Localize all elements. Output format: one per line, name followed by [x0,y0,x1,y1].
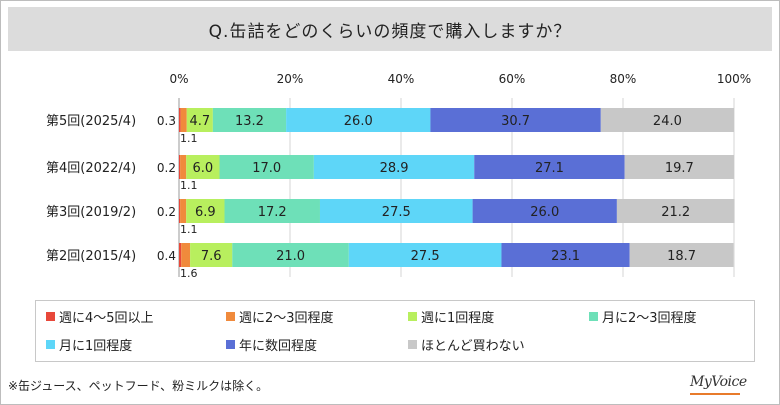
legend-item: ほとんど買わない [408,335,525,354]
value-label: 27.5 [382,205,411,220]
value-label: 1.1 [180,132,198,145]
value-label: 26.0 [344,114,373,129]
bar-segment [180,108,187,132]
bar-segment [629,243,734,267]
value-label: 19.7 [665,161,694,176]
legend-label: ほとんど買わない [421,339,525,354]
bar-segment [472,199,617,223]
title-bar: Q.缶詰をどのくらいの頻度で購入しますか？ [8,7,772,51]
bar-segment [624,155,734,179]
legend-label: 月に2～3回程度 [602,311,697,326]
category-label: 第4回(2022/4) [46,161,136,176]
chart-title: Q.缶詰をどのくらいの頻度で購入しますか？ [208,21,572,42]
bar-segment [430,108,601,132]
category-label: 第5回(2025/4) [46,114,136,129]
legend-label: 週に2～3回程度 [239,311,334,326]
value-label: 0.2 [157,205,176,219]
bar-segment [600,108,734,132]
value-label: 0.3 [157,114,176,128]
value-label: 1.1 [180,179,198,192]
bar-segment [181,243,191,267]
value-label: 24.0 [653,114,682,129]
value-label: 6.9 [195,205,216,220]
bar-segment [224,199,320,223]
legend-item: 週に1回程度 [408,307,494,326]
bar-segment [179,155,181,179]
bar-segment [186,108,213,132]
value-label: 27.1 [535,161,564,176]
bar-segment [179,199,181,223]
x-tick-label: 40% [388,72,415,86]
bar-segment [180,199,187,223]
bar-segment [313,155,475,179]
legend-swatch [46,340,55,349]
x-tick-label: 80% [610,72,637,86]
category-label: 第3回(2019/2) [46,205,136,220]
bar-segment [212,108,287,132]
value-label: 17.0 [252,161,281,176]
value-label: 6.0 [193,161,214,176]
bar-segment [348,243,502,267]
bar-segment [179,108,181,132]
value-label: 13.2 [235,114,264,129]
bar-segment [180,155,187,179]
legend-swatch [408,340,417,349]
bar-segment [179,243,182,267]
legend-swatch [226,340,235,349]
value-label: 18.7 [667,249,696,264]
footnote: ※缶ジュース、ペットフード、粉ミルクは除く。 [8,379,269,393]
bar-segment [474,155,625,179]
category-label: 第2回(2015/4) [46,249,136,264]
legend-item: 月に2～3回程度 [589,307,697,326]
x-tick-label: 0% [169,72,188,86]
legend-label: 週に1回程度 [421,311,495,326]
brand-underline [690,393,740,395]
legend-swatch [589,312,598,321]
x-tick-label: 20% [277,72,304,86]
legend-swatch [226,312,235,321]
value-label: 21.2 [661,205,690,220]
legend-swatch [408,312,417,321]
legend-item: 月に1回程度 [46,335,132,354]
value-label: 27.5 [411,249,440,264]
brand-logo: MyVoice [690,374,747,390]
legend: 週に4～5回以上 週に2～3回程度 週に1回程度 月に2～3回程度月に1回程度 年に数回… [35,300,755,362]
value-label: 0.2 [157,161,176,175]
bar-segment [616,199,735,223]
bar-segment [286,108,431,132]
value-label: 0.4 [157,249,176,263]
bar-segment [190,243,233,267]
legend-item: 週に4～5回以上 [46,307,154,326]
value-label: 23.1 [551,249,580,264]
value-label: 1.6 [180,267,198,280]
value-label: 26.0 [530,205,559,220]
bar-segment [219,155,314,179]
bar-segment [232,243,349,267]
value-label: 7.6 [201,249,222,264]
x-tick-label: 60% [499,72,526,86]
legend-swatch [46,312,55,321]
legend-label: 年に数回程度 [239,339,318,354]
legend-item: 週に2～3回程度 [226,307,334,326]
legend-item: 年に数回程度 [226,335,317,354]
legend-label: 週に4～5回以上 [59,311,154,326]
value-label: 17.2 [258,205,287,220]
legend-label: 月に1回程度 [59,339,133,354]
value-label: 21.0 [276,249,305,264]
value-label: 28.9 [380,161,409,176]
bar-segment [319,199,473,223]
value-label: 1.1 [180,223,198,236]
value-label: 30.7 [501,114,530,129]
x-tick-label: 100% [717,72,751,86]
bar-segment [501,243,630,267]
bar-segment [186,199,225,223]
value-label: 4.7 [189,114,210,129]
bar-segment [186,155,220,179]
